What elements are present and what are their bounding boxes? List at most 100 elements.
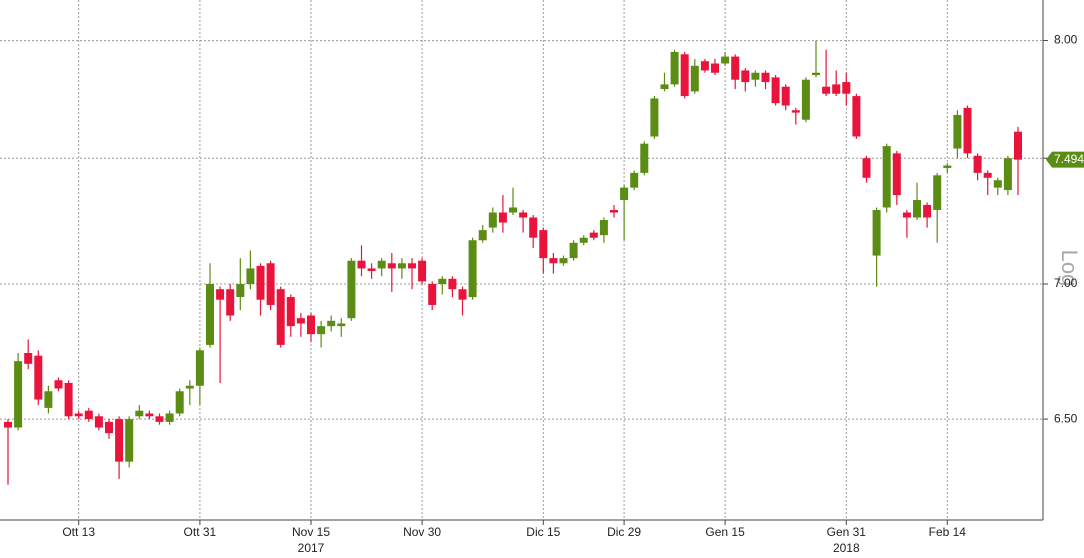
- candle-body: [105, 421, 113, 434]
- x-tick-label: Gen 31: [827, 525, 867, 539]
- candle-body: [1003, 158, 1012, 191]
- candle-body: [327, 320, 336, 327]
- last-price-label: 7.494: [1054, 152, 1084, 166]
- candle-body: [771, 77, 780, 104]
- candle-body: [4, 421, 12, 428]
- candle-body: [44, 391, 53, 408]
- candle-body: [620, 187, 629, 201]
- candle-body: [519, 212, 528, 218]
- candle-body: [761, 72, 770, 83]
- candle-body: [569, 242, 578, 259]
- candle-body: [579, 237, 588, 243]
- candle-body: [993, 180, 1002, 188]
- candle-body: [711, 63, 719, 73]
- x-tick-label: Dic 15: [526, 525, 560, 539]
- candle-body: [498, 212, 507, 223]
- candle-body: [943, 165, 952, 168]
- candle-body: [155, 416, 164, 422]
- candle-body: [549, 258, 558, 264]
- candle-body: [54, 380, 63, 389]
- candle-body: [317, 326, 326, 335]
- candle-body: [14, 361, 23, 428]
- candle-body: [690, 65, 699, 92]
- candle-body: [822, 86, 831, 94]
- candle-body: [791, 110, 800, 113]
- candle-body: [337, 323, 346, 327]
- candle-body: [660, 84, 669, 90]
- candle-body: [731, 56, 740, 80]
- candle-body: [195, 350, 204, 386]
- candle-body: [832, 84, 841, 94]
- candle-body: [700, 61, 709, 71]
- candle-body: [741, 70, 750, 83]
- candle-body: [418, 260, 427, 282]
- candle-body: [256, 265, 265, 300]
- candle-body: [165, 413, 174, 422]
- candle-body: [145, 413, 154, 417]
- candle-body: [812, 72, 820, 76]
- candle-body: [539, 230, 548, 259]
- candle-body: [973, 155, 982, 173]
- candle-body: [276, 289, 285, 345]
- candle-body: [902, 212, 911, 218]
- candle-body: [640, 143, 649, 173]
- candle-body: [529, 217, 538, 238]
- candle-body: [408, 263, 416, 269]
- candle-body: [307, 315, 315, 335]
- candle-body: [933, 175, 942, 210]
- candle-body: [599, 220, 608, 236]
- candle-body: [216, 289, 225, 300]
- candle-body: [377, 260, 386, 269]
- candle-body: [74, 413, 83, 417]
- candle-body: [559, 258, 568, 264]
- x-tick-label: Dic 29: [607, 525, 641, 539]
- x-tick-label: Feb 14: [929, 525, 967, 539]
- candle-body: [983, 172, 992, 178]
- candle-body: [94, 416, 103, 428]
- candle-body: [34, 355, 43, 400]
- candle-body: [842, 82, 851, 94]
- candle-body: [680, 54, 689, 97]
- candle-body: [387, 263, 396, 269]
- candle-body: [801, 79, 810, 120]
- year-label: 2018: [833, 541, 860, 555]
- candle-body: [852, 96, 861, 137]
- last-price-tag: [1046, 151, 1084, 168]
- year-label: 2017: [298, 541, 325, 555]
- candle-body: [488, 212, 497, 228]
- x-tick-label: Nov 15: [292, 525, 330, 539]
- candle-body: [266, 263, 275, 305]
- candle-body: [296, 318, 305, 324]
- candle-body: [882, 146, 891, 208]
- candle-body: [84, 410, 93, 420]
- candle-body: [630, 172, 639, 188]
- candle-body: [589, 232, 598, 238]
- candle-body: [862, 158, 871, 178]
- candle-body: [458, 289, 467, 300]
- candle-body: [64, 382, 73, 417]
- candle-body: [175, 391, 184, 414]
- y-tick-label: 8.00: [1054, 33, 1078, 47]
- candle-body: [206, 283, 214, 345]
- y-tick-label: 6.50: [1054, 411, 1078, 425]
- candle-body: [963, 107, 972, 154]
- candle-body: [357, 260, 366, 269]
- candle-body: [1014, 131, 1022, 160]
- candle-body: [751, 72, 760, 80]
- candle-body: [286, 297, 295, 327]
- candle-body: [509, 207, 517, 213]
- candle-body: [438, 278, 447, 284]
- candle-body: [397, 263, 406, 269]
- x-tick-label: Ott 31: [184, 525, 217, 539]
- x-tick-label: Nov 30: [403, 525, 441, 539]
- candle-body: [468, 240, 477, 298]
- candle-body: [913, 200, 921, 218]
- y-axis-label: Log: [1057, 250, 1082, 287]
- candle-body: [428, 283, 437, 305]
- candle-body: [923, 204, 932, 218]
- candle-body: [892, 153, 901, 196]
- candle-body: [135, 410, 144, 417]
- candle-body: [650, 98, 659, 137]
- candle-body: [610, 209, 618, 213]
